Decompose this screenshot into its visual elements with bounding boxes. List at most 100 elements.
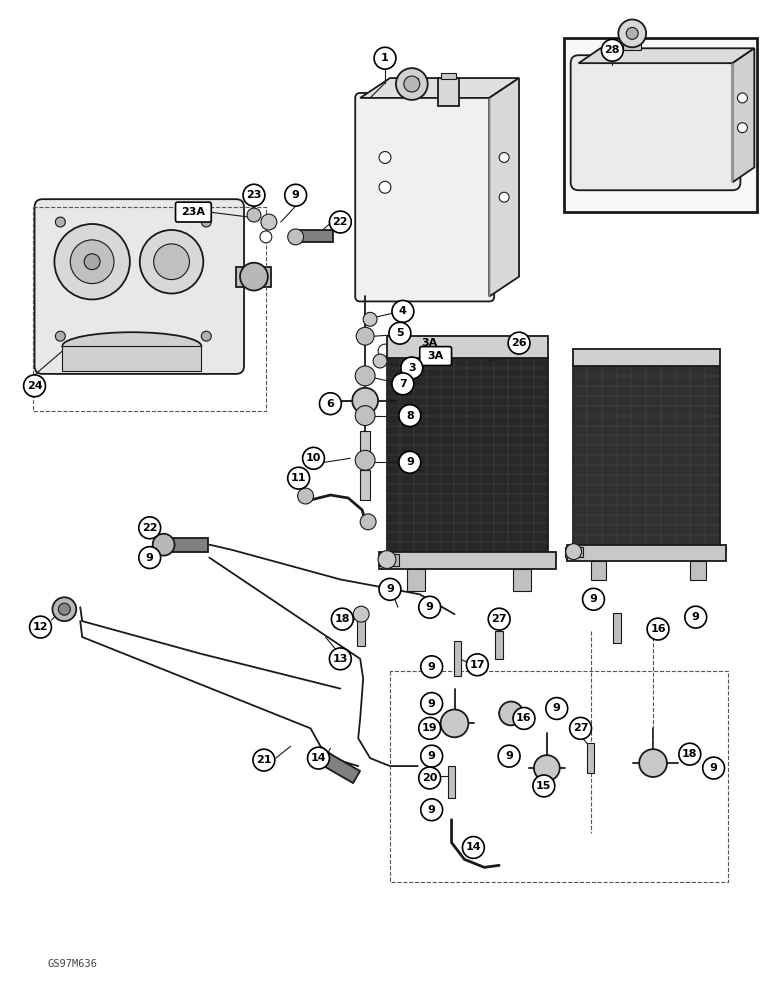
Circle shape [421, 656, 442, 678]
Text: 23A: 23A [181, 207, 205, 217]
Bar [591, 561, 606, 580]
Circle shape [396, 68, 428, 100]
Circle shape [253, 749, 275, 771]
Text: 1: 1 [381, 53, 389, 63]
Text: 11: 11 [291, 473, 306, 483]
Circle shape [462, 837, 484, 858]
Circle shape [392, 300, 414, 322]
Text: 19: 19 [422, 723, 438, 733]
Text: 9: 9 [505, 751, 513, 761]
Circle shape [378, 344, 392, 358]
FancyBboxPatch shape [175, 202, 212, 222]
Circle shape [240, 263, 268, 291]
Circle shape [261, 214, 277, 230]
Circle shape [260, 231, 272, 243]
FancyBboxPatch shape [35, 199, 244, 374]
Circle shape [566, 544, 581, 560]
Circle shape [499, 192, 509, 202]
Bar [63, 346, 201, 371]
Circle shape [389, 322, 411, 344]
Circle shape [374, 47, 396, 69]
Text: 22: 22 [142, 523, 157, 533]
Polygon shape [578, 48, 754, 63]
Bar [513, 569, 531, 591]
Bar [690, 561, 706, 580]
Bar [379, 552, 556, 569]
Circle shape [331, 608, 354, 630]
Text: 9: 9 [590, 594, 598, 604]
Circle shape [243, 184, 265, 206]
Circle shape [379, 181, 391, 193]
Circle shape [201, 217, 212, 227]
Text: 8: 8 [406, 411, 414, 421]
Text: 9: 9 [386, 584, 394, 594]
Text: 9: 9 [428, 751, 435, 761]
Text: 9: 9 [692, 612, 699, 622]
Circle shape [307, 747, 330, 769]
Circle shape [399, 405, 421, 427]
Text: 3A: 3A [428, 351, 444, 361]
Text: 18: 18 [682, 749, 698, 759]
FancyBboxPatch shape [355, 93, 494, 301]
Polygon shape [489, 78, 519, 296]
Text: 12: 12 [32, 622, 49, 632]
Circle shape [330, 211, 351, 233]
Bar [361, 431, 370, 455]
Text: 17: 17 [469, 660, 485, 670]
Circle shape [355, 366, 375, 386]
Text: 20: 20 [422, 773, 438, 783]
Circle shape [84, 254, 100, 270]
Circle shape [330, 648, 351, 670]
Circle shape [139, 517, 161, 539]
Circle shape [379, 578, 401, 600]
Text: 16: 16 [516, 713, 532, 723]
Text: 21: 21 [256, 755, 272, 765]
Circle shape [24, 375, 46, 397]
Circle shape [418, 717, 441, 739]
Circle shape [466, 654, 488, 676]
Text: 5: 5 [396, 328, 404, 338]
Bar [441, 73, 456, 79]
Text: 9: 9 [292, 190, 300, 200]
Circle shape [421, 693, 442, 714]
Circle shape [59, 603, 70, 615]
Text: 14: 14 [466, 842, 481, 852]
Polygon shape [361, 78, 519, 98]
Circle shape [639, 749, 667, 777]
Text: 9: 9 [428, 805, 435, 815]
Circle shape [361, 514, 376, 530]
Circle shape [56, 217, 66, 227]
Circle shape [418, 767, 441, 789]
Circle shape [399, 451, 421, 473]
Circle shape [583, 588, 604, 610]
Circle shape [378, 551, 396, 569]
Circle shape [373, 354, 387, 368]
Circle shape [70, 240, 114, 284]
Text: 6: 6 [327, 399, 334, 409]
Bar [296, 230, 334, 242]
Circle shape [52, 597, 76, 621]
Circle shape [647, 618, 669, 640]
Bar [495, 631, 503, 659]
Circle shape [685, 606, 706, 628]
Circle shape [499, 702, 523, 725]
Circle shape [140, 230, 203, 293]
Circle shape [355, 406, 375, 426]
Circle shape [201, 331, 212, 341]
Bar [573, 349, 720, 366]
Circle shape [737, 93, 747, 103]
Circle shape [320, 393, 341, 415]
Text: 9: 9 [428, 699, 435, 709]
Bar [406, 78, 418, 86]
Text: 23: 23 [246, 190, 262, 200]
Ellipse shape [63, 332, 201, 360]
Polygon shape [733, 48, 754, 182]
Text: 4: 4 [399, 306, 407, 316]
Circle shape [379, 152, 391, 163]
Circle shape [534, 755, 560, 781]
Circle shape [441, 709, 469, 737]
Bar [313, 748, 360, 783]
Bar [587, 743, 594, 773]
Circle shape [570, 717, 591, 739]
Text: 9: 9 [406, 457, 414, 467]
